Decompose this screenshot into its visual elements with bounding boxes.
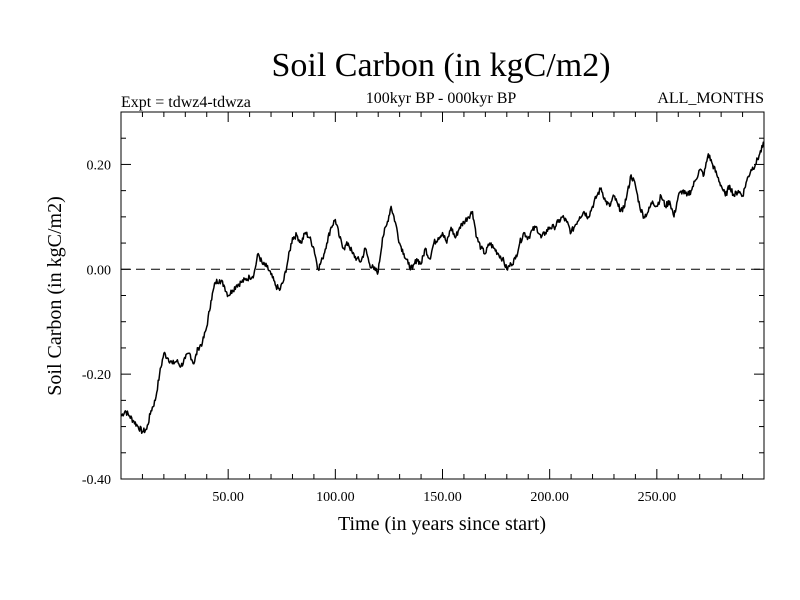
- period-label: ALL_MONTHS: [657, 90, 764, 107]
- axis-ticks: [121, 112, 764, 479]
- y-tick-label: 0.20: [87, 158, 112, 173]
- x-axis-label: Time (in years since start): [338, 513, 546, 535]
- y-tick-label: 0.00: [87, 263, 112, 278]
- x-tick-label: 250.00: [638, 490, 677, 505]
- y-tick-label: -0.20: [82, 368, 111, 383]
- plot-frame: [120, 111, 765, 480]
- x-tick-label: 50.00: [212, 490, 244, 505]
- y-axis-label: Soil Carbon (in kgC/m2): [44, 196, 66, 395]
- x-tick-label: 150.00: [423, 490, 462, 505]
- y-tick-labels: -0.40 -0.20 0.00 0.20: [82, 158, 111, 488]
- chart-title: Soil Carbon (in kgC/m2): [271, 47, 610, 84]
- x-tick-label: 200.00: [530, 490, 569, 505]
- chart-subtitle: 100kyr BP - 000kyr BP: [366, 90, 517, 107]
- experiment-label: Expt = tdwz4-tdwza: [121, 94, 251, 111]
- y-tick-label: -0.40: [82, 473, 111, 488]
- x-tick-labels: 50.00 100.00 150.00 200.00 250.00: [212, 490, 676, 505]
- series-line-soil-carbon: [120, 141, 765, 435]
- x-tick-label: 100.00: [316, 490, 355, 505]
